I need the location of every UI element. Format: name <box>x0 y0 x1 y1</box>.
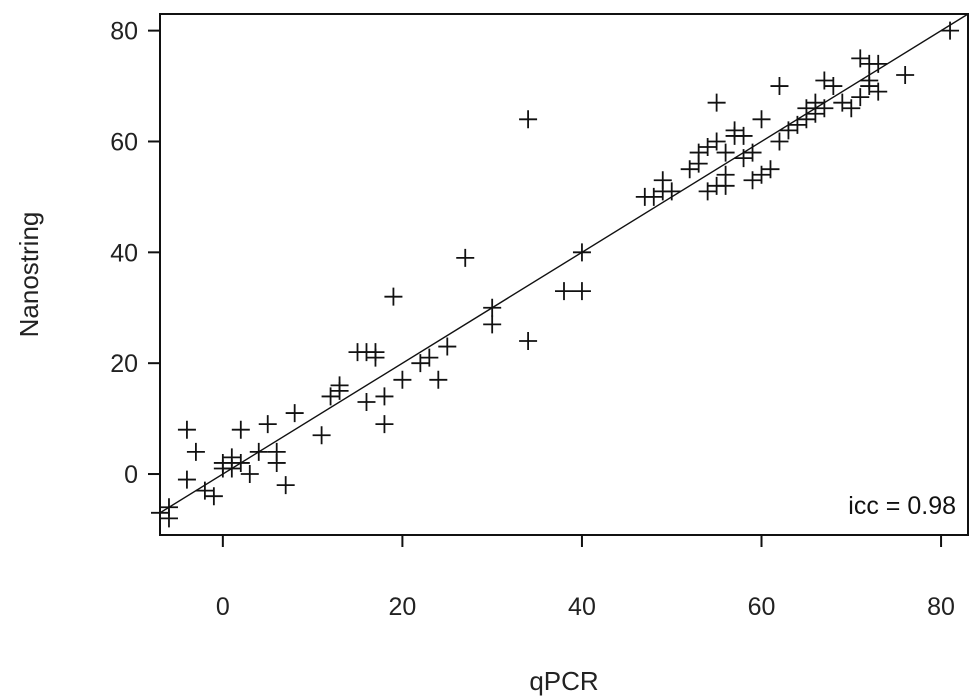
data-point <box>438 337 457 356</box>
data-point <box>770 132 789 151</box>
data-point <box>159 498 178 517</box>
x-tick-label: 0 <box>216 593 230 621</box>
data-point <box>357 392 376 411</box>
data-points <box>151 21 960 528</box>
data-point <box>770 77 789 96</box>
data-point <box>519 110 538 129</box>
data-point <box>312 426 331 445</box>
data-point <box>420 348 439 367</box>
data-point <box>869 54 888 73</box>
data-point <box>860 71 879 90</box>
data-point <box>384 287 403 306</box>
data-point <box>186 442 205 461</box>
data-point <box>249 442 268 461</box>
y-tick-label: 60 <box>110 128 138 156</box>
data-point <box>393 370 412 389</box>
data-point <box>285 404 304 423</box>
y-tick-label: 20 <box>110 350 138 378</box>
data-point <box>330 376 349 395</box>
data-point <box>896 65 915 84</box>
data-point <box>761 160 780 179</box>
y-axis-title: Nanostring <box>14 212 44 338</box>
data-point <box>429 370 448 389</box>
data-point <box>851 88 870 107</box>
x-tick-label: 20 <box>388 593 416 621</box>
data-point <box>258 415 277 434</box>
data-point <box>941 21 960 40</box>
x-tick-label: 60 <box>748 593 776 621</box>
data-point <box>716 143 735 162</box>
data-point <box>707 132 726 151</box>
data-point <box>824 77 843 96</box>
y-tick-label: 0 <box>124 461 138 489</box>
data-point <box>519 332 538 351</box>
data-point <box>177 470 196 489</box>
data-point <box>572 282 591 301</box>
plot-area <box>159 13 969 536</box>
data-point <box>231 453 250 472</box>
data-point <box>653 171 672 190</box>
data-point <box>743 143 762 162</box>
data-point <box>177 420 196 439</box>
x-tick-label: 80 <box>927 593 955 621</box>
data-point <box>456 248 475 267</box>
data-point <box>231 420 250 439</box>
data-point <box>734 126 753 145</box>
data-point <box>276 476 295 495</box>
data-point <box>752 110 771 129</box>
data-point <box>240 465 259 484</box>
data-point <box>366 348 385 367</box>
reference-line <box>160 14 968 514</box>
data-point <box>483 298 502 317</box>
data-point <box>572 243 591 262</box>
plot-frame <box>159 13 969 536</box>
y-tick-label: 80 <box>110 18 138 46</box>
icc-annotation: icc = 0.98 <box>848 492 956 520</box>
data-point <box>842 99 861 118</box>
data-point <box>267 442 286 461</box>
axis-ticks: 0 20 40 60 80 0 20 40 60 80 <box>110 18 955 621</box>
data-point <box>375 415 394 434</box>
data-point <box>707 93 726 112</box>
y-tick-label: 40 <box>110 239 138 267</box>
data-point <box>204 487 223 506</box>
data-point <box>555 282 573 301</box>
data-point <box>483 315 502 334</box>
x-tick-label: 40 <box>568 593 596 621</box>
data-point <box>375 387 394 406</box>
data-point <box>716 176 735 195</box>
x-axis-title: qPCR <box>529 666 598 696</box>
data-point <box>815 99 834 118</box>
data-point <box>662 182 681 201</box>
data-point <box>869 82 888 101</box>
